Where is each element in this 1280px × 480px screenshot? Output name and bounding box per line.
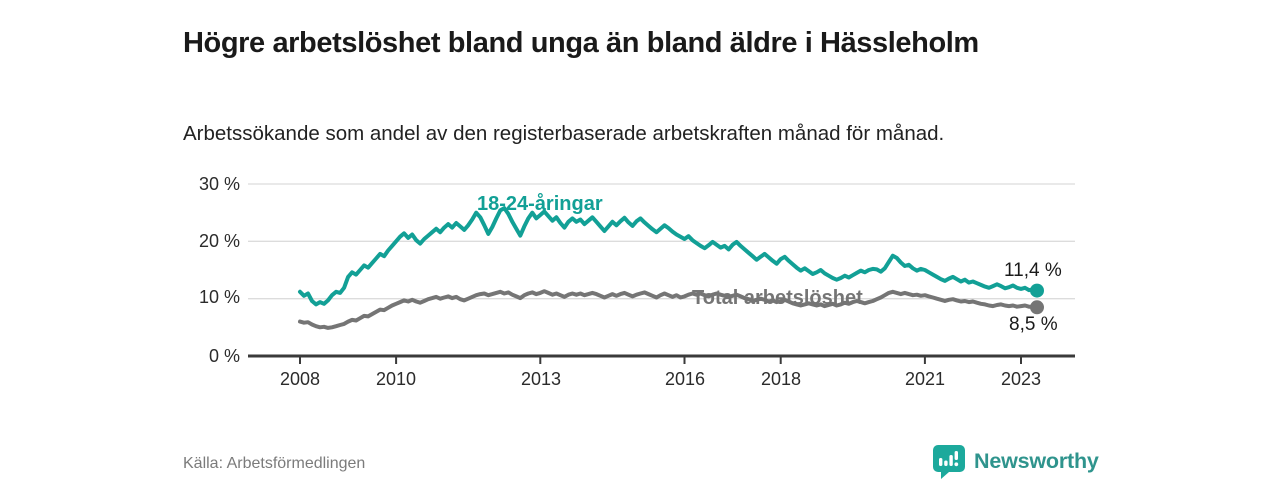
page-title: Högre arbetslöshet bland unga än bland ä…	[183, 27, 979, 60]
plot-area	[248, 183, 1075, 364]
data-line-total	[298, 289, 1039, 330]
x-axis-label-2013: 2013	[520, 369, 562, 389]
x-axis-label-2021: 2021	[904, 369, 946, 389]
y-axis-label-0: 0 %	[208, 346, 240, 366]
end-dot-young	[1030, 283, 1044, 298]
x-axis-label-2008: 2008	[279, 369, 321, 389]
y-axis-label-20: 20 %	[198, 231, 240, 251]
x-axis-label-2018: 2018	[760, 369, 802, 389]
chart-subtitle: Arbetssökande som andel av den registerb…	[183, 121, 945, 145]
x-axis-label-2023: 2023	[1000, 369, 1042, 389]
end-dot-total	[1030, 300, 1044, 315]
newsworthy-logo-icon	[933, 445, 965, 479]
y-axis-label-30: 30 %	[198, 174, 240, 194]
x-axis-label-2010: 2010	[375, 369, 417, 389]
y-axis-label-10: 10 %	[198, 287, 240, 307]
newsworthy-logo-text: Newsworthy	[974, 449, 1099, 473]
x-axis-label-2016: 2016	[664, 369, 706, 389]
series-label-young: 18-24-åringar	[477, 193, 603, 215]
end-value-total: 8,5 %	[1009, 314, 1058, 335]
data-line-young	[298, 206, 1039, 307]
source-credit: Källa: Arbetsförmedlingen	[183, 455, 366, 472]
end-value-young: 11,4 %	[1004, 260, 1062, 281]
series-label-total: Total arbetslöshet	[692, 287, 863, 309]
newsworthy-logo-link[interactable]: Newsworthy	[932, 444, 1099, 479]
